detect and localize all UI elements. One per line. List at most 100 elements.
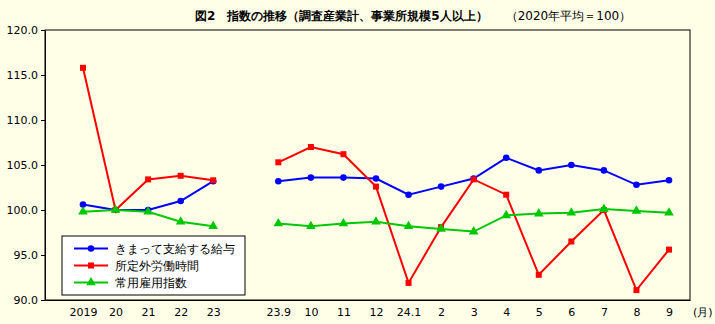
series-marker bbox=[176, 216, 186, 224]
x-tick-label: 7 bbox=[601, 306, 608, 319]
legend-label: 所定外労働時間 bbox=[115, 259, 199, 273]
series-marker bbox=[274, 218, 284, 226]
x-tick-label: 21 bbox=[142, 306, 156, 319]
x-tick: 21 bbox=[142, 300, 156, 319]
x-tick-label: 5 bbox=[536, 306, 543, 319]
legend-label: きまって支給する給与 bbox=[115, 242, 235, 256]
y-tick-label: 90.0 bbox=[14, 294, 39, 307]
y-tick-mark bbox=[41, 165, 45, 166]
series-marker bbox=[436, 223, 446, 231]
legend-marker bbox=[88, 245, 95, 252]
series-marker bbox=[210, 178, 217, 185]
y-tick: 115.0 bbox=[7, 69, 46, 82]
series-marker bbox=[208, 221, 218, 229]
y-tick: 90.0 bbox=[14, 294, 46, 307]
x-tick-label: 23 bbox=[207, 306, 221, 319]
x-tick: 11 bbox=[337, 300, 351, 319]
series-marker bbox=[471, 176, 477, 182]
series-marker bbox=[177, 198, 184, 205]
series-marker bbox=[632, 205, 642, 213]
plot-area bbox=[45, 30, 690, 300]
series-marker bbox=[340, 151, 346, 157]
x-tick: 2019 bbox=[69, 300, 97, 319]
marks bbox=[78, 65, 674, 293]
series-marker bbox=[664, 207, 674, 215]
legend: きまって支給する給与所定外労働時間常用雇用指数 bbox=[62, 236, 245, 295]
y-tick: 95.0 bbox=[14, 249, 46, 262]
series-marker bbox=[80, 65, 86, 71]
x-axis-label: (月) bbox=[693, 306, 713, 319]
x-tick: 2 bbox=[438, 300, 445, 319]
series-marker bbox=[373, 175, 380, 182]
x-tick: 5 bbox=[536, 300, 543, 319]
x-tick-label: 3 bbox=[471, 306, 478, 319]
y-tick-mark bbox=[41, 120, 45, 121]
y-tick-label: 95.0 bbox=[14, 249, 39, 262]
series-marker bbox=[633, 287, 639, 293]
series-line bbox=[83, 209, 669, 232]
y-tick-mark bbox=[41, 300, 45, 301]
series-marker bbox=[406, 280, 412, 286]
series-marker bbox=[503, 192, 509, 198]
x-tick-label: 23.9 bbox=[267, 306, 292, 319]
series-marker bbox=[78, 206, 88, 214]
x-tick: 6 bbox=[568, 300, 575, 319]
series-marker bbox=[275, 159, 281, 165]
series-marker bbox=[568, 162, 575, 169]
y-axis: 90.0 95.0 100.0 105.0 110.0 115.0 120.0 bbox=[7, 24, 46, 307]
x-tick: 3 bbox=[471, 300, 478, 319]
title: 図2 指数の推移（調査産業計、事業所規模5人以上） bbox=[195, 9, 488, 23]
series-marker bbox=[438, 183, 445, 190]
x-tick: 23 bbox=[207, 300, 221, 319]
x-tick-label: 10 bbox=[304, 306, 318, 319]
series-marker bbox=[568, 239, 574, 245]
x-tick: 24.1 bbox=[397, 300, 422, 319]
x-tick-label: 22 bbox=[174, 306, 188, 319]
series-marker bbox=[666, 247, 672, 253]
y-tick-mark bbox=[41, 255, 45, 256]
y-tick-label: 100.0 bbox=[7, 204, 39, 217]
y-tick: 100.0 bbox=[7, 204, 46, 217]
x-tick: 8 bbox=[633, 300, 640, 319]
y-tick-mark bbox=[41, 75, 45, 76]
series-marker bbox=[306, 221, 316, 229]
series-marker bbox=[340, 174, 347, 181]
y-tick: 105.0 bbox=[7, 159, 46, 172]
plot-frame bbox=[45, 30, 690, 300]
series-marker bbox=[535, 167, 542, 174]
chart: 図2 指数の推移（調査産業計、事業所規模5人以上） （2020年平均＝100） 90… bbox=[0, 0, 715, 324]
legend-marker bbox=[88, 263, 94, 269]
x-tick: 20 bbox=[109, 300, 123, 319]
y-tick-label: 110.0 bbox=[7, 114, 39, 127]
series-marker bbox=[599, 204, 609, 212]
x-tick-label: 20 bbox=[109, 306, 123, 319]
series-marker bbox=[339, 218, 349, 226]
subtitle: （2020年平均＝100） bbox=[506, 9, 631, 23]
x-tick: 9 bbox=[666, 300, 673, 319]
series-marker bbox=[633, 182, 640, 189]
legend-marker bbox=[86, 277, 96, 285]
series-marker bbox=[404, 221, 414, 229]
x-axis: 20192021222323.910111224.123456789 bbox=[46, 300, 691, 319]
x-tick: 22 bbox=[174, 300, 188, 319]
x-tick-label: 6 bbox=[568, 306, 575, 319]
x-tick-label: 11 bbox=[337, 306, 351, 319]
series-marker bbox=[567, 207, 577, 215]
y-tick: 110.0 bbox=[7, 114, 46, 127]
series-marker bbox=[373, 184, 379, 190]
legend-label: 常用雇用指数 bbox=[115, 276, 187, 290]
series-marker bbox=[143, 206, 153, 214]
x-tick: 23.9 bbox=[267, 300, 292, 319]
x-tick: 4 bbox=[503, 300, 510, 319]
x-tick-label: 9 bbox=[666, 306, 673, 319]
x-tick-label: 2019 bbox=[69, 306, 97, 319]
series-line bbox=[83, 158, 669, 210]
y-tick: 120.0 bbox=[7, 24, 46, 37]
series-marker bbox=[666, 177, 673, 184]
x-tick: 7 bbox=[601, 300, 608, 319]
series-marker bbox=[210, 177, 216, 183]
y-tick-mark bbox=[41, 210, 45, 211]
series-marker bbox=[405, 191, 412, 198]
y-tick-label: 105.0 bbox=[7, 159, 39, 172]
series-marker bbox=[308, 174, 315, 181]
